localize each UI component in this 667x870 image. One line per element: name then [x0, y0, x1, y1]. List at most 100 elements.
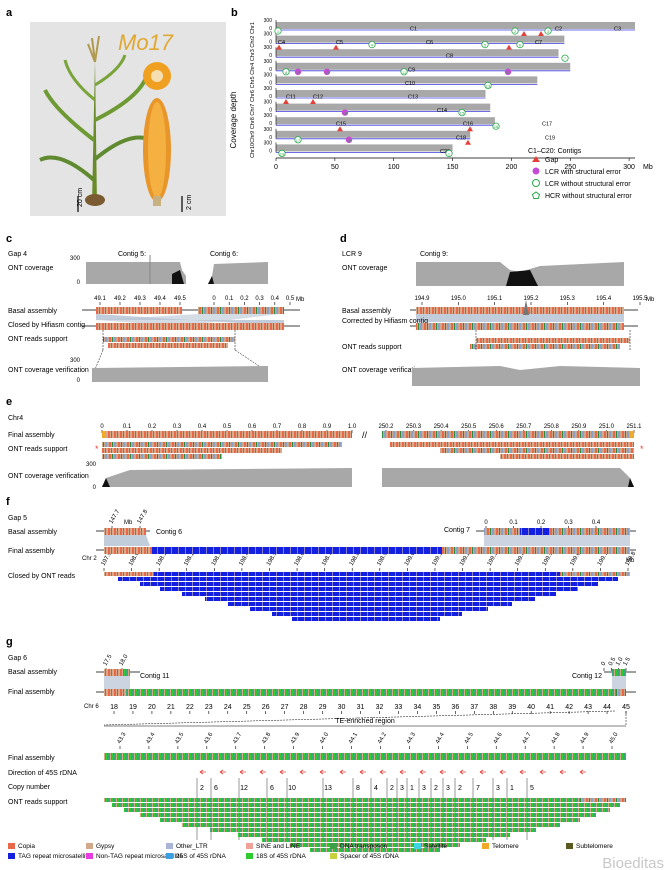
f-read: [118, 577, 618, 581]
c-ont-coverage-label: ONT coverage: [8, 265, 53, 272]
watermark: Bioeditas: [602, 855, 664, 870]
d-ticks: 194.9 195.0 195.1 195.2 195.3 195.4 195.5: [414, 296, 648, 305]
b-lcr-marker: [492, 122, 500, 130]
g-zoom-final-bar: [104, 753, 626, 760]
legend-label: Satellite: [424, 843, 448, 850]
f-gap-label: Gap 5: [8, 515, 27, 522]
d-lcr-label: LCR 9: [342, 251, 362, 258]
b-marker-number: 18: [347, 138, 352, 143]
f-final-tag-region: [152, 547, 442, 554]
legend-contigs: C1–C20: Contigs: [528, 148, 582, 155]
c-coverage-track: [86, 255, 268, 284]
g-arrow-icon: [519, 769, 526, 775]
b-row-tick-300: 300: [264, 45, 273, 51]
e-left-tick-label: 0.6: [248, 424, 257, 430]
g-zoom-tick-label: 44.9: [580, 731, 591, 745]
b-gap-marker: [506, 44, 512, 50]
e-right-tick-label: 251.1: [626, 424, 642, 430]
f-read: [228, 602, 512, 606]
e-right-tick-label: 250.9: [571, 424, 587, 430]
f-basal-contig6: [104, 528, 146, 535]
corn-cross-section-image: [143, 62, 171, 90]
legend-label: TAG repeat microsatellite: [18, 853, 91, 860]
g-copy-number: 1: [410, 785, 414, 792]
b-x-tick-label: 100: [388, 164, 400, 171]
d-verif-coverage: [412, 366, 640, 386]
b-coverage-Chr4: [276, 62, 571, 70]
g-copy-number: 3: [422, 785, 426, 792]
e-read-r3: [500, 454, 634, 459]
g-ticks-top: 17.5 18.0 0 0.51.01.5: [103, 653, 632, 671]
b-row-tick-300: 300: [264, 140, 273, 146]
g-copy-number: 8: [356, 785, 360, 792]
g-copy-number: 6: [270, 785, 274, 792]
f-basal-label: Basal assembly: [8, 529, 58, 536]
g-direction-arrows: [199, 769, 586, 775]
g-arrow-icon: [419, 769, 426, 775]
e-left-tick-label: 0.4: [198, 424, 207, 430]
e-read-l1: [102, 442, 342, 447]
b-coverage-Chr5: [276, 76, 538, 84]
b-lcr-error-marker: [345, 136, 353, 143]
b-row-tick-0: 0: [269, 94, 272, 100]
g-direction-label: Direction of 45S rDNA: [8, 770, 77, 777]
g-zoom-tick-label: 44.2: [377, 731, 388, 745]
c-basal-contig6: [198, 307, 284, 314]
b-contig-label: C13: [408, 95, 418, 101]
b-lcr-error-marker: [294, 68, 302, 76]
c-y0: 0: [77, 280, 81, 286]
panel-label-f: f: [6, 496, 10, 508]
legend-label: Non-TAG repeat microsatellite: [96, 853, 183, 860]
e-verif-right: [382, 468, 634, 487]
b-lcr-marker: [516, 40, 524, 49]
b-row-tick-300: 300: [264, 127, 273, 133]
b-row-tick-0: 0: [269, 53, 272, 59]
f-final-left: [104, 547, 152, 554]
f-read: [140, 582, 598, 586]
b-marker-number: 16: [494, 124, 499, 129]
f-basal-tick-label: 147.7: [109, 508, 122, 525]
f-final-right: [442, 547, 630, 554]
g-copy-number: 2: [458, 785, 462, 792]
f-read: [182, 592, 556, 596]
g-final-tick-label: 29: [319, 704, 327, 711]
e-left-tick-label: 0.1: [123, 424, 132, 430]
g-read: [290, 843, 460, 847]
g-ticks-final: 18 19 20 21 22 23 24 25 26 27 28 29 30 31 32 33 34 35 36 37…: [110, 704, 630, 714]
b-contig-label: C18: [456, 135, 466, 141]
d-tick-label: 195.2: [523, 296, 539, 302]
g-copy-number: 3: [496, 785, 500, 792]
d-contig9: Contig 9:: [420, 251, 448, 258]
legend-label: DNA transposon: [340, 843, 388, 850]
b-chr-label: Chr4: [250, 63, 256, 75]
d-read-1: [476, 338, 630, 343]
g-read: [182, 823, 560, 827]
e-left-tick-label: 0.3: [173, 424, 182, 430]
b-chr-label: Chr1: [250, 22, 256, 34]
legend-label: Telomere: [492, 843, 519, 850]
d-tick-label: 195.0: [451, 296, 467, 302]
scale-label-plant: 20 cm: [77, 188, 84, 207]
lcr-ok-icon: [532, 179, 540, 187]
b-coverage-Chr2: [276, 35, 565, 43]
b-contig-label: C4: [278, 40, 285, 46]
c-read-1: [103, 337, 235, 342]
e-ticks: 0 0.1 0.2 0.3 0.4 0.5 0.6 0.7 0.8 0.9 1.0 250.2 250.…: [100, 424, 642, 433]
g-final-tick-label: 34: [414, 704, 422, 711]
g-final-tick-label: 42: [565, 704, 573, 711]
g-arrow-icon: [199, 769, 206, 775]
b-row-tick-0: 0: [269, 67, 272, 73]
g-basal-contig12: [612, 669, 626, 676]
g-copy-number: 1: [510, 785, 514, 792]
g-arrow-icon: [239, 769, 246, 775]
b-gap-marker: [310, 99, 316, 104]
b-row-tick-0: 0: [269, 40, 272, 46]
b-lcr-marker: [282, 68, 290, 76]
g-read: [160, 818, 580, 822]
e-final-label: Final assembly: [8, 432, 55, 439]
legend-lcr-no-error: LCR without structural error: [545, 181, 631, 188]
g-final-rdna: [126, 689, 616, 696]
c-verif-y300: 300: [70, 358, 81, 364]
g-copy-number: 2: [390, 785, 394, 792]
repeat-legend: Copia Gypsy Other_LTR SINE and LINE DNA tran…: [8, 843, 613, 860]
